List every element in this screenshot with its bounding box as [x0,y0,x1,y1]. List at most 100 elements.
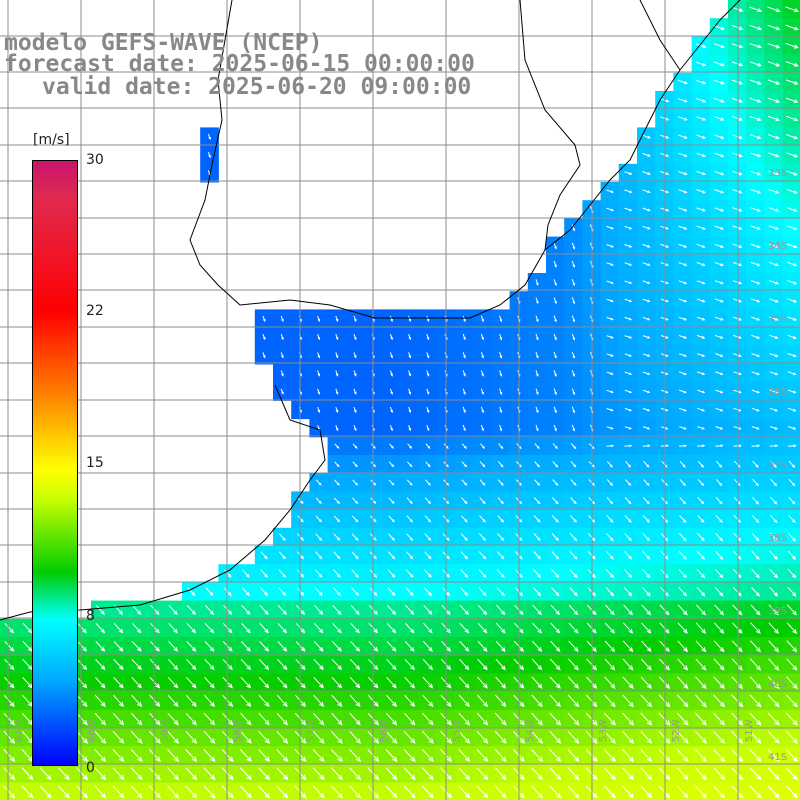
wind-arrow [315,551,323,560]
wind-arrow [624,444,633,448]
wind-arrow [768,280,780,285]
wind-arrow [660,568,669,579]
wind-arrow [499,424,503,432]
wind-arrow [787,371,797,376]
wind-arrow [423,622,433,634]
wind-arrow [697,496,705,505]
wind-arrow [241,604,251,615]
wind-arrow [408,352,412,359]
wind-arrow [786,640,798,653]
wind-arrow [187,587,196,597]
wind-arrow [531,640,543,652]
wind-arrow [276,785,289,799]
wind-arrow [751,496,760,505]
wind-arrow [787,280,798,285]
wind-arrow [77,622,87,634]
wind-arrow [786,134,799,140]
wind-arrow [678,243,688,248]
wind-arrow [785,730,798,744]
wind-arrow [95,676,106,689]
wind-arrow [313,640,324,652]
wind-arrow [335,315,339,323]
wind-arrow [751,407,760,412]
wind-arrow [750,152,762,158]
wind-arrow [313,676,324,689]
wind-arrow [352,479,358,486]
wind-arrow [658,749,671,763]
wind-arrow [676,749,689,763]
wind-arrow [278,569,287,578]
wind-arrow [240,730,252,744]
wind-arrow [168,622,178,634]
wind-arrow [697,478,705,487]
wind-arrow [571,315,575,323]
wind-arrow [314,587,323,597]
wind-arrow [785,749,798,763]
wind-arrow [732,170,743,176]
wind-arrow [732,298,743,303]
wind-arrow [731,730,744,744]
wind-arrow [750,134,762,140]
wind-arrow [461,443,467,449]
wind-arrow [624,479,632,487]
lon-label: 58W [233,719,244,742]
wind-arrow [406,479,413,486]
wind-arrow [131,658,142,671]
wind-arrow [714,207,725,212]
wind-arrow [276,767,289,781]
wind-arrow [679,460,686,468]
wind-arrow [606,298,614,303]
wind-arrow [185,767,198,781]
wind-arrow [567,712,580,726]
wind-arrow [277,622,288,634]
wind-arrow [386,604,397,615]
wind-arrow [460,551,468,560]
wind-arrow [696,334,706,339]
wind-arrow [262,352,266,359]
wind-arrow [715,550,724,560]
wind-arrow [641,640,652,653]
wind-arrow [331,658,343,671]
wind-arrow [148,767,161,781]
wind-arrow [768,225,780,230]
wind-arrow [714,189,725,194]
lon-label: 56W [379,719,390,742]
wind-arrow [203,749,216,763]
wind-arrow [567,694,580,708]
wind-arrow [149,694,161,708]
wind-arrow [130,749,143,763]
wind-arrow [39,767,52,781]
wind-arrow [532,587,542,597]
wind-arrow [335,425,339,432]
wind-arrow [788,496,796,505]
wind-arrow [568,622,579,634]
wind-arrow [262,334,266,341]
wind-arrow [535,315,539,323]
wind-arrow [426,406,430,414]
wind-arrow [642,262,651,266]
wind-arrow [660,353,669,357]
wind-arrow [258,785,271,799]
wind-arrow [315,497,322,505]
wind-arrow [459,640,470,652]
wind-arrow [494,785,507,799]
wind-arrow [679,478,686,487]
wind-arrow [715,389,724,394]
wind-arrow [570,443,577,450]
wind-arrow [186,658,197,671]
wind-arrow [148,749,161,763]
wind-arrow [277,640,288,652]
wind-arrow [167,712,179,726]
wind-arrow [404,622,415,634]
wind-arrow [462,370,466,377]
wind-arrow [714,316,724,321]
wind-arrow [335,334,339,341]
wind-arrow [112,767,125,781]
wind-arrow [622,694,634,708]
wind-arrow [713,79,725,85]
wind-arrow [76,730,88,744]
wind-arrow [350,640,361,652]
wind-arrow [749,658,762,671]
wind-arrow [749,97,762,103]
wind-arrow [767,676,780,690]
